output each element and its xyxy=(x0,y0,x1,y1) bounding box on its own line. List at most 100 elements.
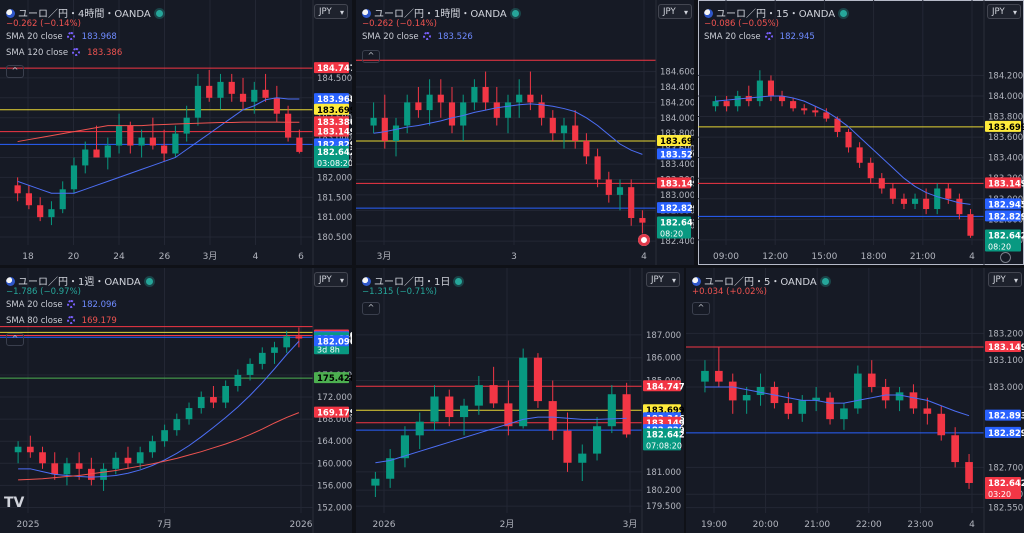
candle[interactable] xyxy=(217,73,224,110)
candle[interactable] xyxy=(37,197,44,222)
candle[interactable] xyxy=(283,330,291,353)
price-tag[interactable]: 183.149 xyxy=(314,125,352,138)
chart-canvas[interactable]: 182024263月46184.500184.000183.500183.000… xyxy=(0,0,352,265)
candle[interactable] xyxy=(605,171,612,203)
candle[interactable] xyxy=(194,73,202,126)
candle[interactable] xyxy=(70,157,78,194)
candle[interactable] xyxy=(965,454,973,489)
candle[interactable] xyxy=(834,116,841,138)
chart-canvas[interactable]: 09:00 12:00 15:00 18:00 21:00 4 184.200 184.000… xyxy=(698,0,1024,265)
tradingview-logo[interactable]: TV xyxy=(4,495,25,511)
candle[interactable] xyxy=(415,86,422,118)
candle[interactable] xyxy=(482,71,489,111)
candle[interactable] xyxy=(14,441,22,464)
price-tag[interactable]: 183.526 xyxy=(657,148,694,160)
chart-panel-15m[interactable]: 09:00 12:00 15:00 18:00 21:00 4 184.200 184.000… xyxy=(698,0,1024,265)
collapse-indicators-button[interactable]: ^ xyxy=(362,302,380,315)
indicator-settings-icon[interactable] xyxy=(66,300,75,308)
price-tag[interactable]: 183.968 xyxy=(314,93,352,105)
candle[interactable] xyxy=(430,385,439,431)
candle[interactable] xyxy=(400,426,410,468)
candle[interactable] xyxy=(228,73,235,102)
chart-settings-icon[interactable] xyxy=(1000,252,1011,263)
candle[interactable] xyxy=(572,110,579,149)
indicator-settings-icon[interactable] xyxy=(422,32,431,40)
currency-dropdown[interactable]: JPY xyxy=(658,4,692,20)
candle[interactable] xyxy=(104,137,111,170)
candle[interactable] xyxy=(845,128,852,153)
candle[interactable] xyxy=(909,384,918,414)
chart-canvas[interactable]: 19:00 20:00 21:00 22:00 23:00 4 183.200 183.100… xyxy=(686,268,1024,533)
candle[interactable] xyxy=(951,427,959,468)
candle[interactable] xyxy=(138,129,145,158)
indicator-settings-icon[interactable] xyxy=(66,32,75,40)
candle[interactable] xyxy=(460,94,467,141)
candle[interactable] xyxy=(956,193,963,220)
candle[interactable] xyxy=(295,327,303,348)
candle[interactable] xyxy=(124,446,132,469)
candle[interactable] xyxy=(900,193,908,210)
candle[interactable] xyxy=(63,457,71,486)
candle[interactable] xyxy=(222,380,230,409)
candle[interactable] xyxy=(161,424,168,447)
currency-dropdown[interactable]: JPY xyxy=(646,272,680,288)
candle[interactable] xyxy=(115,113,123,154)
price-tag[interactable]: 182.893 xyxy=(985,409,1024,422)
candle[interactable] xyxy=(616,179,624,211)
candle[interactable] xyxy=(474,375,483,415)
candle[interactable] xyxy=(392,117,400,157)
candle[interactable] xyxy=(560,117,568,149)
currency-dropdown[interactable]: JPY xyxy=(314,272,348,288)
candle[interactable] xyxy=(756,373,765,406)
candle[interactable] xyxy=(867,360,876,393)
price-tag[interactable]: 182.829 xyxy=(657,202,694,214)
panel-header[interactable]: ユーロ／円・4時間・OANDA xyxy=(6,5,163,20)
candle[interactable] xyxy=(437,79,444,118)
candle[interactable] xyxy=(504,380,513,436)
indicator-settings-icon[interactable] xyxy=(66,316,75,324)
candle[interactable] xyxy=(578,444,587,482)
panel-header[interactable]: ユーロ／円・1週・OANDA xyxy=(6,273,153,288)
candle[interactable] xyxy=(448,86,456,134)
candle[interactable] xyxy=(459,398,469,436)
indicator-sma120[interactable]: SMA 120 close 183.386 xyxy=(6,48,122,58)
candle[interactable] xyxy=(538,94,545,126)
collapse-indicators-button[interactable]: ^ xyxy=(6,65,24,78)
candle[interactable] xyxy=(639,210,646,234)
price-tag[interactable]: 182.829 xyxy=(985,426,1024,439)
price-tag[interactable]: 183.699 xyxy=(657,135,694,147)
candle[interactable] xyxy=(87,457,95,486)
candle[interactable] xyxy=(51,452,59,480)
candle[interactable] xyxy=(756,70,763,107)
price-tag[interactable]: 183.699 xyxy=(985,120,1024,133)
candle[interactable] xyxy=(234,369,242,392)
collapse-indicators-button[interactable]: ^ xyxy=(6,333,24,346)
currency-dropdown[interactable]: JPY xyxy=(988,272,1022,288)
candle[interactable] xyxy=(273,85,280,122)
candle[interactable] xyxy=(206,69,213,102)
collapse-indicators-button[interactable]: ^ xyxy=(362,50,380,63)
candle[interactable] xyxy=(415,412,424,450)
chart-panel-5m[interactable]: 19:00 20:00 21:00 22:00 23:00 4 183.200 183.100… xyxy=(686,268,1024,533)
chart-panel-4h[interactable]: 182024263月46184.500184.000183.500183.000… xyxy=(0,0,352,265)
candle[interactable] xyxy=(784,392,793,420)
candle[interactable] xyxy=(284,105,292,142)
candle[interactable] xyxy=(549,110,556,141)
candle[interactable] xyxy=(867,157,874,184)
candle[interactable] xyxy=(239,77,247,110)
candle[interactable] xyxy=(381,94,388,149)
indicator-sma20[interactable]: SMA 20 close 183.526 xyxy=(362,32,473,42)
candle[interactable] xyxy=(136,446,144,469)
price-tag[interactable]: 184.747 xyxy=(643,380,684,392)
candle[interactable] xyxy=(445,389,454,427)
panel-header[interactable]: ユーロ／円・1日 xyxy=(362,273,463,288)
chart-canvas[interactable]: 20257月2026176.000172.000168.000164.00016… xyxy=(0,268,352,533)
candle[interactable] xyxy=(628,179,635,226)
price-tag[interactable]: 183.149 xyxy=(985,177,1024,189)
candle[interactable] xyxy=(812,386,820,412)
candle[interactable] xyxy=(742,386,751,414)
candle[interactable] xyxy=(161,129,168,162)
candle[interactable] xyxy=(493,86,500,126)
